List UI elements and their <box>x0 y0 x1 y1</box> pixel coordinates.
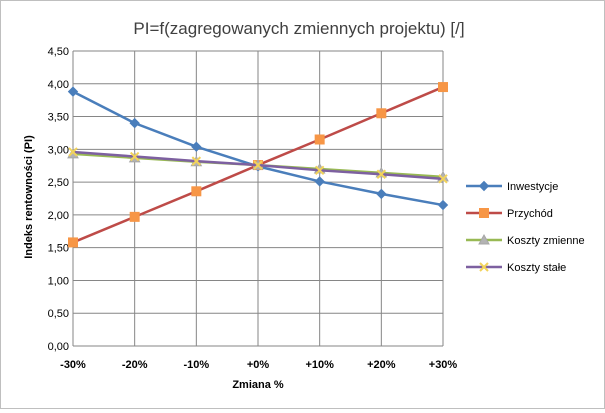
legend: Inwestycje Przychód Koszty zmienne Koszty s… <box>466 180 585 274</box>
x-tick-label: -20% <box>122 359 148 371</box>
data-point <box>376 108 387 119</box>
legend-label: Inwestycje <box>507 181 558 193</box>
data-point-stroke <box>129 151 140 162</box>
data-point-stroke <box>68 147 78 157</box>
data-point <box>478 180 490 192</box>
y-tick-label: 1,50 <box>48 243 69 255</box>
data-point <box>376 188 387 200</box>
series-group <box>67 82 449 248</box>
y-axis-title: Indeks rentowności (PI) <box>23 135 35 259</box>
x-tick-label: -10% <box>183 359 209 371</box>
x-axis-title: Zmiana % <box>232 379 284 391</box>
legend-entry: Przychód <box>466 208 553 220</box>
data-point <box>438 82 448 93</box>
data-point <box>438 174 448 184</box>
data-point-stroke <box>314 165 325 176</box>
data-point <box>129 151 140 162</box>
data-point <box>253 160 263 170</box>
y-tick-label: 0,50 <box>48 308 69 320</box>
y-tick-label: 4,00 <box>48 79 69 91</box>
data-point <box>68 237 78 248</box>
data-point <box>129 117 140 129</box>
data-point <box>191 156 202 166</box>
data-point <box>479 208 489 218</box>
x-tick-label: +30% <box>429 359 458 371</box>
x-tick-labels: -30% -20% -10% +0% +10% +20% +30% <box>60 359 457 371</box>
gridlines <box>72 50 444 347</box>
series-3 <box>68 147 448 184</box>
data-point-stroke <box>191 156 202 166</box>
data-point <box>437 199 449 211</box>
y-tick-label: 2,50 <box>48 177 69 189</box>
legend-entry: Inwestycje <box>466 180 558 193</box>
data-point <box>191 186 202 197</box>
data-point <box>67 86 79 97</box>
y-tick-label: 0,00 <box>48 341 69 353</box>
data-point <box>479 262 489 272</box>
data-point <box>314 134 325 145</box>
y-tick-label: 3,50 <box>48 112 69 124</box>
y-tick-labels: 0,00 0,50 1,00 1,50 2,00 2,50 3,00 3,50 4,00 4,50 <box>48 46 69 353</box>
data-point <box>376 169 387 179</box>
chart-title: PI=f(zagregowanych zmiennych projektu) [… <box>133 19 464 38</box>
legend-entry: Koszty zmienne <box>466 233 585 247</box>
data-point <box>191 141 202 152</box>
y-tick-label: 4,50 <box>48 46 69 58</box>
data-point <box>478 233 490 245</box>
data-point-stroke <box>253 160 263 170</box>
x-tick-label: +10% <box>305 359 334 371</box>
y-tick-label: 1,00 <box>48 275 69 287</box>
data-point <box>129 211 140 222</box>
x-tick-label: +0% <box>247 359 270 371</box>
data-point <box>68 147 78 157</box>
y-tick-label: 3,00 <box>48 144 69 156</box>
x-tick-label: -30% <box>60 359 86 371</box>
data-point-stroke <box>438 174 448 184</box>
legend-label: Koszty stałe <box>507 262 566 274</box>
data-point <box>314 176 325 187</box>
data-point-stroke <box>376 169 387 179</box>
legend-entry: Koszty stałe <box>466 262 566 274</box>
data-point <box>314 165 325 176</box>
x-tick-label: +20% <box>367 359 396 371</box>
y-tick-label: 2,00 <box>48 210 69 222</box>
legend-label: Koszty zmienne <box>507 235 585 247</box>
data-point-stroke <box>479 262 489 272</box>
legend-label: Przychód <box>507 208 553 220</box>
